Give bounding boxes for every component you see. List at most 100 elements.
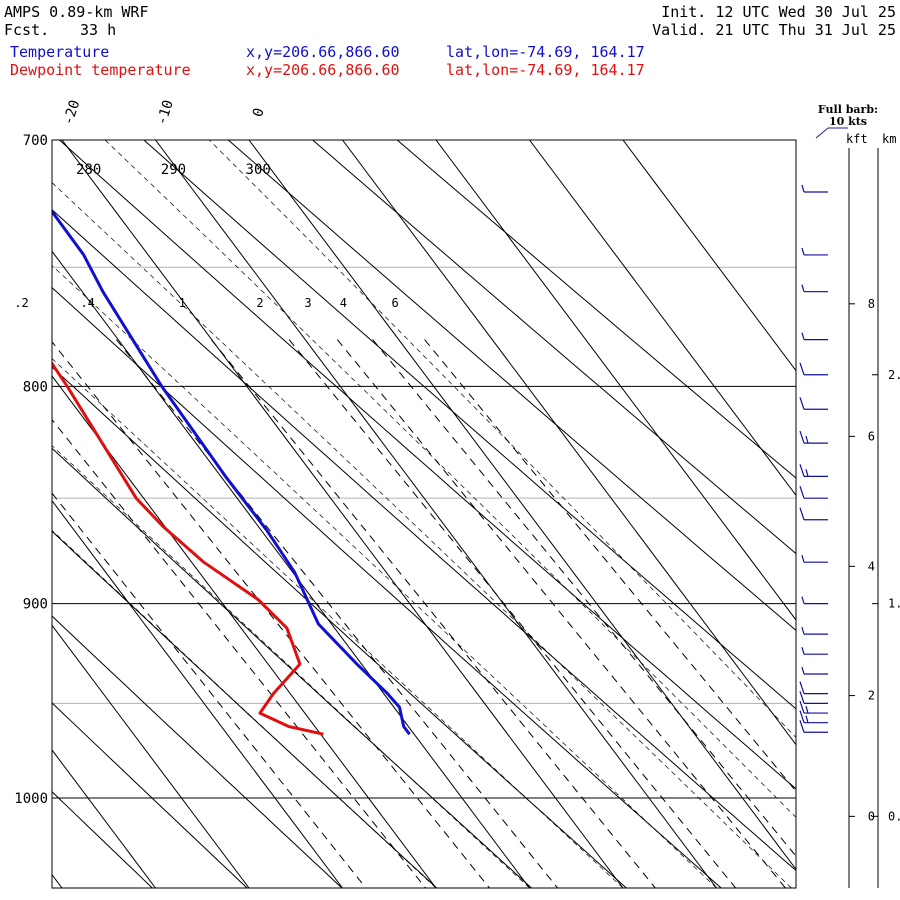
- mixing-ratio-label: 1: [179, 296, 186, 310]
- temperature-tick-label: -10: [154, 98, 177, 127]
- wind-barb-flag: [799, 485, 805, 499]
- mixing-ratio-label: 4: [340, 296, 347, 310]
- wind-barb: [799, 397, 828, 410]
- isotherm: [52, 624, 250, 888]
- fcst-label: Fcst.: [4, 21, 50, 39]
- dry-adiabat: [312, 140, 796, 555]
- dry-adiabat: [227, 140, 796, 632]
- wind-barb: [799, 710, 828, 724]
- dry-adiabat: [59, 140, 796, 790]
- wind-barb-half-flag: [801, 555, 805, 563]
- wind-barb-half-flag: [801, 647, 805, 655]
- km-label: km: [882, 132, 896, 146]
- theta-label: 290: [161, 162, 186, 178]
- wind-barb-flag: [799, 720, 805, 733]
- isotherm: [61, 140, 624, 888]
- temperature-legend: Temperature: [10, 43, 110, 61]
- wind-barb-flag: [799, 507, 805, 520]
- barb-legend: Full barb: 10 kts: [808, 104, 888, 128]
- temperature-xy: x,y=206.66,866.60: [246, 43, 400, 61]
- dry-adiabat: [52, 366, 627, 888]
- mixing-ratio-line: [372, 339, 796, 857]
- dewpoint-legend: Dewpoint temperature: [10, 61, 191, 79]
- isotherm: [52, 250, 530, 888]
- kft-tick-label: 2: [868, 689, 875, 703]
- pressure-tick-label: 800: [23, 379, 48, 395]
- isotherm: [155, 140, 717, 888]
- mixing-ratio-line: [288, 339, 736, 888]
- mixing-ratio-line: [116, 339, 558, 888]
- wind-barb-half-flag: [805, 469, 809, 477]
- isotherm: [342, 140, 796, 746]
- isotherm: [52, 499, 343, 888]
- plot-frame: [51, 139, 797, 889]
- dry-adiabat: [52, 702, 248, 888]
- wind-barb-flag: [799, 681, 805, 694]
- dry-adiabat: [52, 615, 343, 888]
- temperature-tick-label: 0: [250, 106, 268, 119]
- mixing-ratio-label: 2: [256, 296, 263, 310]
- wind-barb-half-flag: [801, 596, 805, 604]
- dewpoint-latlon: lat,lon=-74.69, 164.17: [446, 61, 645, 79]
- barb-legend-flag: [815, 127, 829, 139]
- theta-label: 280: [76, 162, 101, 178]
- wind-barb-half-flag: [801, 666, 805, 675]
- wind-barb: [801, 647, 828, 655]
- wind-barb-half-flag: [801, 332, 805, 340]
- km-tick-label: 0.: [888, 809, 900, 823]
- wind-barb: [801, 332, 828, 341]
- wind-barb: [799, 507, 828, 521]
- km-tick-label: 2.: [888, 368, 900, 382]
- mixing-ratio-label: 6: [392, 296, 399, 310]
- wind-barb: [799, 464, 828, 477]
- kft-tick-label: 4: [868, 559, 875, 573]
- theta-label: 300: [246, 162, 271, 178]
- isotherm: [248, 140, 796, 871]
- temperature-tick-label: -20: [60, 98, 83, 127]
- wind-barb-half-flag: [805, 715, 809, 723]
- isotherm: [622, 140, 796, 372]
- wind-barb-flag: [799, 430, 805, 444]
- moist-adiabat: [209, 140, 796, 738]
- moist-adiabat: [52, 264, 717, 888]
- fcst-value: 33 h: [80, 21, 117, 39]
- wind-barb: [801, 666, 828, 675]
- wind-barb: [799, 681, 828, 695]
- moist-adiabat: [52, 182, 792, 888]
- pressure-tick-label: 1000: [14, 791, 48, 807]
- mixing-ratio-label: .4: [80, 296, 94, 310]
- plot-area: [52, 140, 796, 888]
- model-title: AMPS 0.89-km WRF: [4, 3, 149, 21]
- moist-adiabat: [52, 358, 624, 888]
- mixing-ratio-line: [52, 341, 490, 888]
- wind-barb: [801, 596, 828, 605]
- wind-barb-half-flag: [801, 626, 805, 635]
- init-time: Init. 12 UTC Wed 30 Jul 25: [661, 3, 896, 21]
- wind-barb: [799, 362, 828, 376]
- wind-barb: [801, 626, 828, 635]
- wind-barb: [799, 691, 828, 704]
- barb-legend-value: 10 kts: [828, 115, 868, 128]
- dewpoint-profile: [52, 360, 324, 736]
- wind-barb: [799, 720, 828, 733]
- wind-barb-half-flag: [805, 705, 809, 714]
- dry-adiabat: [52, 447, 532, 888]
- kft-tick-label: 8: [868, 297, 875, 311]
- wind-barb: [801, 284, 828, 293]
- valid-time: Valid. 21 UTC Thu 31 Jul 25: [652, 21, 896, 39]
- temperature-latlon: lat,lon=-74.69, 164.17: [446, 43, 645, 61]
- dry-adiabat: [52, 286, 722, 888]
- wind-barb-half-flag: [805, 435, 809, 444]
- isotherm: [52, 749, 156, 888]
- mixing-ratio-line: [424, 339, 796, 793]
- pressure-tick-label: 700: [23, 133, 48, 149]
- mixing-ratio-line: [210, 339, 656, 888]
- mixing-ratio-label: .2: [14, 296, 28, 310]
- wind-barb: [799, 700, 828, 714]
- wind-barb-flag: [799, 700, 805, 714]
- isotherm: [435, 140, 796, 621]
- dewpoint-xy: x,y=206.66,866.60: [246, 61, 400, 79]
- dry-adiabat: [396, 140, 796, 479]
- moist-adiabat: [52, 529, 437, 888]
- kft-tick-label: 6: [868, 429, 875, 443]
